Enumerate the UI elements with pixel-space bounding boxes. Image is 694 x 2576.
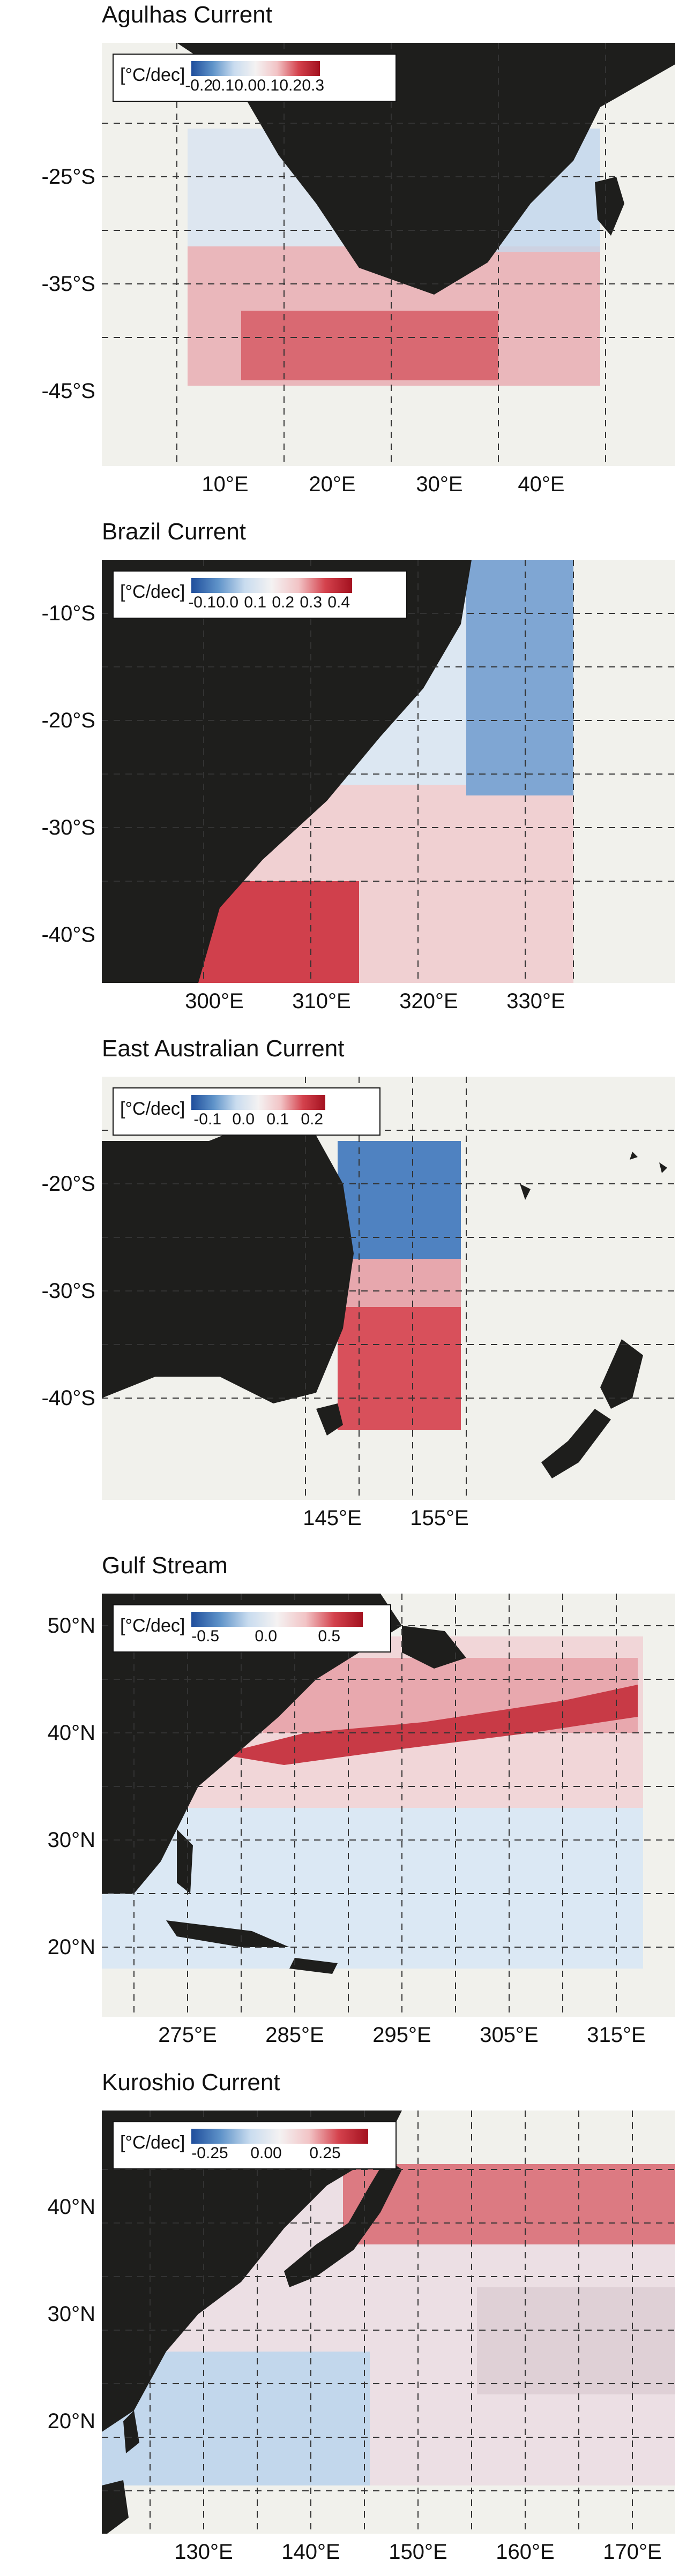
x-tick-label: 275°E (158, 2023, 217, 2047)
colorbar-gradient (191, 1612, 363, 1627)
map-east-australian: [°C/dec] -0.1 0.0 0.1 0.2 (102, 1077, 675, 1500)
x-tick-label: 295°E (372, 2023, 431, 2047)
x-tick-label: 315°E (587, 2023, 646, 2047)
colorbar-tick: 0.1 (212, 77, 235, 94)
colorbar-gradient (191, 2129, 369, 2144)
colorbar-tick: 0.0 (216, 594, 239, 611)
colorbar-tick: 0.25 (309, 2144, 341, 2162)
y-tick-label: 30°N (47, 2302, 95, 2326)
panel-kuroshio: Kuroshio Current (0, 2068, 694, 2576)
panel-east-australian: East Australian Current [°C/dec] (0, 1034, 694, 1548)
colorbar-tick: 0.4 (327, 594, 350, 611)
y-tick-label: -40°S (41, 1386, 96, 1410)
colorbar-tick: -0.25 (191, 2144, 228, 2162)
map-agulhas: [°C/dec] -0.2 0.1 0.0 0.1 0.2 0.3 (102, 43, 675, 466)
colorbar-tick: 0.1 (257, 77, 280, 94)
colorbar-tick: 0.1 (244, 594, 267, 611)
y-tick-label: -30°S (41, 816, 96, 839)
colorbar-legend: [°C/dec] -0.5 0.0 0.5 (113, 1604, 391, 1653)
legend-unit: [°C/dec] (120, 2132, 185, 2153)
colorbar-tick: 0.2 (272, 594, 295, 611)
colorbar-legend: [°C/dec] -0.1 0.0 0.1 0.2 0.3 0.4 (113, 570, 407, 619)
x-tick-label: 285°E (265, 2023, 324, 2047)
map-brazil: [°C/dec] -0.1 0.0 0.1 0.2 0.3 0.4 (102, 560, 675, 983)
colorbar-tick: 0.0 (234, 77, 257, 94)
x-tick-label: 160°E (496, 2540, 555, 2564)
panel-brazil: Brazil Current [°C/dec] -0.1 (0, 517, 694, 1031)
y-tick-label: -20°S (41, 1172, 96, 1196)
y-tick-label: -10°S (41, 602, 96, 625)
y-tick-label: 20°N (47, 1935, 95, 1959)
colorbar-tick: 0.3 (302, 77, 325, 94)
x-tick-label: 140°E (281, 2540, 340, 2564)
y-tick-label: -20°S (41, 709, 96, 732)
x-tick-label: 305°E (480, 2023, 539, 2047)
colorbar-tick: 0.2 (279, 77, 302, 94)
colorbar: -0.1 0.0 0.1 0.2 (191, 1092, 326, 1129)
colorbar-tick: 0.2 (301, 1110, 324, 1128)
map-kuroshio: [°C/dec] -0.25 0.00 0.25 (102, 2111, 675, 2534)
y-tick-label: -40°S (41, 923, 96, 947)
colorbar: -0.2 0.1 0.0 0.1 0.2 0.3 (185, 58, 324, 95)
panel-title: Brazil Current (102, 519, 246, 545)
y-tick-label: 30°N (47, 1828, 95, 1852)
y-tick-label: 40°N (47, 2195, 95, 2219)
x-tick-label: 145°E (303, 1506, 362, 1530)
y-tick-label: -30°S (41, 1279, 96, 1303)
sst-trend-map (102, 43, 675, 466)
panel-gulf-stream: Gulf Stream (0, 1551, 694, 2065)
x-tick-label: 155°E (410, 1506, 469, 1530)
colorbar: -0.25 0.00 0.25 (191, 2126, 369, 2163)
x-tick-label: 170°E (603, 2540, 662, 2564)
y-tick-label: -35°S (41, 272, 96, 296)
y-tick-label: 50°N (47, 1614, 95, 1638)
colorbar-tick: 0.5 (318, 1627, 341, 1645)
x-tick-label: 150°E (389, 2540, 447, 2564)
y-tick-label: 40°N (47, 1721, 95, 1745)
colorbar-legend: [°C/dec] -0.2 0.1 0.0 0.1 0.2 0.3 (113, 54, 397, 102)
sst-trend-map (102, 2111, 675, 2534)
colorbar-gradient (191, 61, 320, 76)
colorbar-tick: -0.1 (188, 594, 217, 611)
colorbar-tick: 0.0 (255, 1627, 278, 1645)
sst-trend-map (102, 1594, 675, 2017)
legend-unit: [°C/dec] (120, 1616, 185, 1636)
colorbar-gradient (191, 578, 353, 593)
panel-title: East Australian Current (102, 1035, 345, 1062)
legend-unit: [°C/dec] (120, 1099, 185, 1119)
colorbar-tick: -0.1 (193, 1110, 222, 1128)
y-tick-label: 20°N (47, 2409, 95, 2433)
panel-title: Agulhas Current (102, 2, 272, 28)
legend-unit: [°C/dec] (120, 582, 185, 602)
y-tick-label: -45°S (41, 379, 96, 403)
colorbar-tick: 0.0 (232, 1110, 255, 1128)
sst-trend-map (102, 560, 675, 983)
legend-unit: [°C/dec] (120, 65, 185, 85)
colorbar: -0.5 0.0 0.5 (191, 1609, 363, 1646)
y-tick-label: -25°S (41, 165, 96, 189)
x-tick-label: 20°E (309, 472, 356, 496)
colorbar: -0.1 0.0 0.1 0.2 0.3 0.4 (188, 575, 353, 612)
colorbar-tick: 0.1 (266, 1110, 289, 1128)
x-tick-label: 30°E (416, 472, 463, 496)
colorbar-tick: 0.00 (250, 2144, 282, 2162)
x-tick-label: 130°E (174, 2540, 233, 2564)
colorbar-tick: -0.5 (191, 1627, 220, 1645)
panel-title: Kuroshio Current (102, 2069, 280, 2096)
x-tick-label: 40°E (518, 472, 565, 496)
x-tick-label: 330°E (506, 989, 565, 1013)
colorbar-legend: [°C/dec] -0.25 0.00 0.25 (113, 2121, 397, 2169)
colorbar-tick: -0.2 (185, 77, 213, 94)
colorbar-gradient (191, 1095, 326, 1110)
x-tick-label: 310°E (292, 989, 351, 1013)
x-tick-label: 10°E (202, 472, 249, 496)
x-tick-label: 320°E (399, 989, 458, 1013)
colorbar-tick: 0.3 (300, 594, 323, 611)
map-gulf-stream: [°C/dec] -0.5 0.0 0.5 (102, 1594, 675, 2017)
panel-title: Gulf Stream (102, 1552, 228, 1579)
panel-agulhas: Agulhas Current [°C/dec] (0, 0, 694, 514)
x-tick-label: 300°E (185, 989, 244, 1013)
colorbar-legend: [°C/dec] -0.1 0.0 0.1 0.2 (113, 1087, 380, 1136)
sst-trend-map (102, 1077, 675, 1500)
